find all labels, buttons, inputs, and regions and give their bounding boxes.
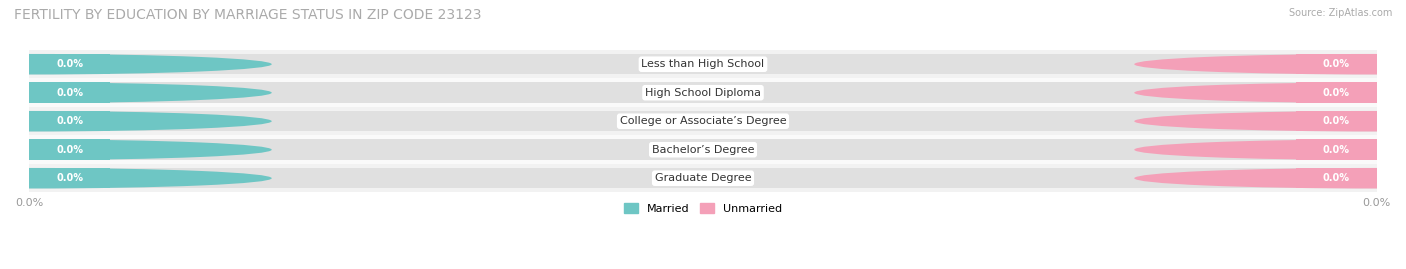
- Bar: [30, 168, 1376, 189]
- Text: 0.0%: 0.0%: [1323, 145, 1350, 155]
- Bar: [30, 83, 110, 103]
- Circle shape: [0, 111, 271, 132]
- Text: High School Diploma: High School Diploma: [645, 88, 761, 98]
- Bar: [30, 111, 110, 132]
- Text: 0.0%: 0.0%: [56, 173, 83, 183]
- Bar: [30, 54, 1376, 75]
- Bar: [30, 139, 1376, 160]
- Text: Source: ZipAtlas.com: Source: ZipAtlas.com: [1288, 8, 1392, 18]
- Bar: [30, 139, 110, 160]
- Text: 0.0%: 0.0%: [1323, 173, 1350, 183]
- Circle shape: [0, 168, 271, 189]
- Bar: [1296, 54, 1376, 75]
- Text: College or Associate’s Degree: College or Associate’s Degree: [620, 116, 786, 126]
- Circle shape: [1135, 168, 1406, 189]
- Circle shape: [1135, 83, 1406, 103]
- Text: 0.0%: 0.0%: [56, 88, 83, 98]
- Text: 0.0%: 0.0%: [56, 145, 83, 155]
- Bar: [30, 111, 1376, 132]
- Text: 0.0%: 0.0%: [1323, 59, 1350, 69]
- Bar: [1296, 111, 1376, 132]
- Circle shape: [0, 168, 271, 189]
- Text: Bachelor’s Degree: Bachelor’s Degree: [652, 145, 754, 155]
- Circle shape: [1135, 111, 1406, 132]
- Bar: [30, 107, 1376, 136]
- Text: FERTILITY BY EDUCATION BY MARRIAGE STATUS IN ZIP CODE 23123: FERTILITY BY EDUCATION BY MARRIAGE STATU…: [14, 8, 482, 22]
- Bar: [30, 50, 1376, 79]
- Circle shape: [1135, 139, 1406, 160]
- Bar: [30, 79, 1376, 107]
- Circle shape: [0, 83, 271, 103]
- Bar: [30, 168, 110, 189]
- Bar: [30, 164, 1376, 192]
- Circle shape: [0, 111, 271, 132]
- Legend: Married, Unmarried: Married, Unmarried: [620, 199, 786, 218]
- Circle shape: [0, 54, 271, 75]
- Circle shape: [1135, 54, 1406, 75]
- Text: Graduate Degree: Graduate Degree: [655, 173, 751, 183]
- Bar: [30, 136, 1376, 164]
- Bar: [30, 83, 1376, 103]
- Bar: [1296, 168, 1376, 189]
- Circle shape: [0, 54, 271, 75]
- Text: 0.0%: 0.0%: [1323, 116, 1350, 126]
- Circle shape: [0, 83, 271, 103]
- Circle shape: [1135, 54, 1406, 75]
- Text: 0.0%: 0.0%: [1323, 88, 1350, 98]
- Circle shape: [1135, 111, 1406, 132]
- Bar: [1296, 139, 1376, 160]
- Bar: [1296, 83, 1376, 103]
- Bar: [30, 54, 110, 75]
- Circle shape: [1135, 83, 1406, 103]
- Circle shape: [0, 139, 271, 160]
- Text: 0.0%: 0.0%: [56, 116, 83, 126]
- Circle shape: [1135, 168, 1406, 189]
- Circle shape: [1135, 139, 1406, 160]
- Text: 0.0%: 0.0%: [56, 59, 83, 69]
- Text: Less than High School: Less than High School: [641, 59, 765, 69]
- Circle shape: [0, 139, 271, 160]
